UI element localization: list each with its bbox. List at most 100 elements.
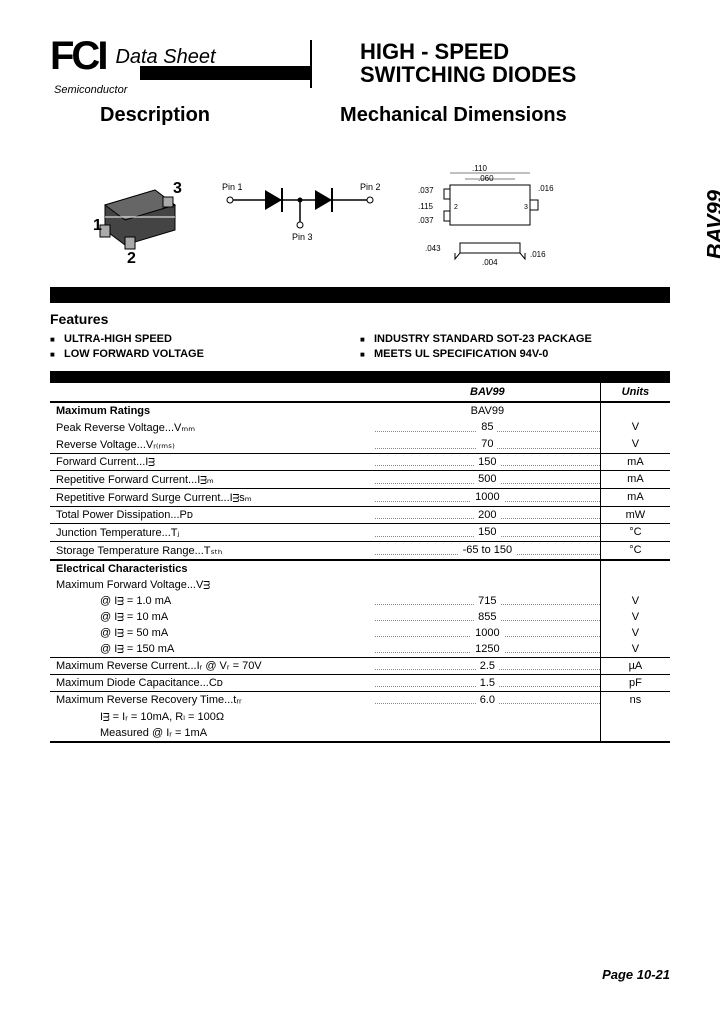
value: 2.5: [476, 660, 499, 672]
figures: 1 2 3 Pin 1 Pin 2 Pin 3: [50, 147, 670, 277]
svg-text:.037: .037: [418, 216, 434, 225]
svg-text:.060: .060: [478, 174, 494, 183]
value: 715: [474, 595, 500, 607]
value: 150: [474, 526, 500, 538]
rule-thick-2: [50, 371, 670, 381]
features-heading: Features: [50, 311, 670, 327]
param: Storage Temperature Range...Tₛₜₕ: [50, 542, 375, 561]
title-line-1: HIGH - SPEED: [360, 40, 576, 63]
svg-text:3: 3: [173, 180, 182, 197]
unit: V: [600, 593, 670, 609]
dimensions-figure: .110 .060 .016 .037 .115 .037 2 3 .043 .…: [390, 145, 590, 280]
product-title: HIGH - SPEED SWITCHING DIODES: [360, 40, 576, 86]
unit: mA: [600, 454, 670, 471]
unit: V: [600, 436, 670, 454]
condition: @ Iᴟ = 10 mA: [50, 609, 375, 625]
svg-text:.115: .115: [418, 202, 434, 211]
feature-item: LOW FORWARD VOLTAGE: [50, 348, 360, 360]
value: 70: [477, 438, 497, 450]
unit: °C: [600, 542, 670, 561]
param: Maximum Reverse Recovery Time...tᵣᵣ: [50, 692, 375, 709]
unit: V: [600, 419, 670, 436]
description-heading: Description: [100, 104, 210, 127]
value: 1250: [471, 643, 503, 655]
elec-heading: Electrical Characteristics: [50, 560, 375, 577]
features-col-right: INDUSTRY STANDARD SOT-23 PACKAGE MEETS U…: [360, 333, 670, 363]
svg-text:.110: .110: [472, 164, 488, 173]
rule-thick-1: [50, 287, 670, 303]
feature-item: MEETS UL SPECIFICATION 94V-0: [360, 348, 670, 360]
param: Reverse Voltage...Vᵣ₍ᵣₘₛ₎: [50, 436, 375, 454]
svg-text:2: 2: [454, 204, 458, 211]
value: 6.0: [476, 694, 499, 706]
part-number-side: BAV99: [702, 190, 720, 259]
value: 150: [474, 456, 500, 468]
svg-text:.043: .043: [425, 244, 441, 253]
max-ratings-part: BAV99: [375, 402, 600, 419]
svg-text:.016: .016: [538, 184, 554, 193]
value: 855: [474, 611, 500, 623]
svg-text:.004: .004: [482, 258, 498, 267]
condition: @ Iᴟ = 150 mA: [50, 641, 375, 658]
param: Maximum Diode Capacitance...Cᴅ: [50, 675, 375, 692]
param: Maximum Reverse Current...Iᵣ @ Vᵣ = 70V: [50, 658, 375, 675]
features-col-left: ULTRA-HIGH SPEED LOW FORWARD VOLTAGE: [50, 333, 360, 363]
package-figure: 1 2 3: [50, 155, 210, 270]
svg-text:.016: .016: [530, 250, 546, 259]
value: 1.5: [476, 677, 499, 689]
svg-text:3: 3: [524, 204, 528, 211]
header: FCI Data Sheet Semiconductor HIGH - SPEE…: [50, 40, 670, 96]
condition: Measured @ Iᵣ = 1mA: [50, 725, 375, 742]
svg-text:Pin 2: Pin 2: [360, 182, 381, 192]
unit: mW: [600, 507, 670, 524]
param: Maximum Forward Voltage...Vᴟ: [50, 577, 375, 593]
feature-item: ULTRA-HIGH SPEED: [50, 333, 360, 345]
svg-text:2: 2: [127, 250, 136, 265]
condition: @ Iᴟ = 1.0 mA: [50, 593, 375, 609]
value: 500: [474, 473, 500, 485]
header-divider: [310, 40, 312, 88]
svg-text:Pin 1: Pin 1: [222, 182, 243, 192]
division-label: Semiconductor: [54, 84, 310, 96]
feature-item: INDUSTRY STANDARD SOT-23 PACKAGE: [360, 333, 670, 345]
table-head-part: BAV99: [375, 382, 600, 402]
unit: V: [600, 609, 670, 625]
features-list: ULTRA-HIGH SPEED LOW FORWARD VOLTAGE IND…: [50, 333, 670, 363]
value: 85: [477, 421, 497, 433]
param: Forward Current...Iᴟ: [50, 454, 375, 471]
unit: ns: [600, 692, 670, 709]
condition: @ Iᴟ = 50 mA: [50, 625, 375, 641]
value: 1000: [471, 491, 503, 503]
mechanical-heading: Mechanical Dimensions: [340, 104, 567, 127]
unit: µA: [600, 658, 670, 675]
logo-block: FCI Data Sheet Semiconductor: [50, 40, 310, 96]
subheader: Description Mechanical Dimensions: [50, 104, 670, 127]
value: 1000: [471, 627, 503, 639]
table-head-units: Units: [600, 382, 670, 402]
param: Junction Temperature...Tⱼ: [50, 524, 375, 542]
unit: mA: [600, 471, 670, 489]
brand-logo: FCI: [50, 40, 105, 72]
spec-table: BAV99 Units Maximum Ratings BAV99 Peak R…: [50, 381, 670, 743]
page-number: Page 10-21: [602, 967, 670, 982]
param: Peak Reverse Voltage...Vₘₘ: [50, 419, 375, 436]
max-ratings-heading: Maximum Ratings: [50, 402, 375, 419]
unit: V: [600, 625, 670, 641]
unit: °C: [600, 524, 670, 542]
param: Total Power Dissipation...Pᴅ: [50, 507, 375, 524]
param: Repetitive Forward Current...Iᴟₘ: [50, 471, 375, 489]
svg-text:Pin 3: Pin 3: [292, 232, 313, 242]
value: 200: [474, 509, 500, 521]
condition: Iᴟ = Iᵣ = 10mA, Rₗ = 100Ω: [50, 708, 375, 725]
unit: V: [600, 641, 670, 658]
unit: mA: [600, 489, 670, 507]
title-line-2: SWITCHING DIODES: [360, 63, 576, 86]
datasheet-label: Data Sheet: [115, 46, 215, 69]
value: -65 to 150: [459, 544, 517, 556]
svg-text:1: 1: [93, 217, 102, 234]
datasheet-page: FCI Data Sheet Semiconductor HIGH - SPEE…: [0, 0, 720, 1012]
svg-text:.037: .037: [418, 186, 434, 195]
unit: pF: [600, 675, 670, 692]
param: Repetitive Forward Surge Current...Iᴟsₘ: [50, 489, 375, 507]
schematic-figure: Pin 1 Pin 2 Pin 3: [210, 160, 390, 265]
